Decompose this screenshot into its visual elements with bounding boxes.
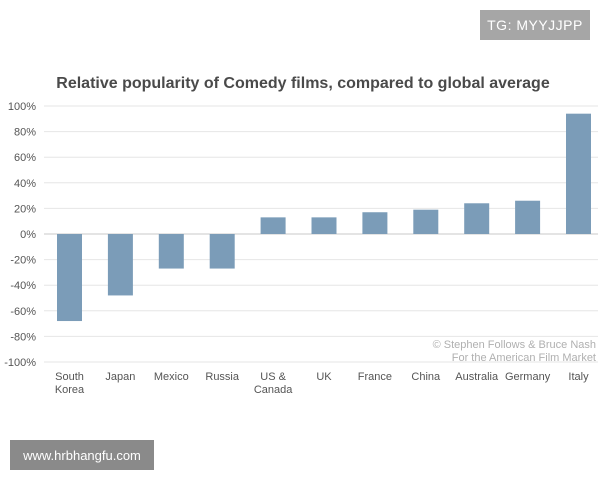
x-tick-label: Russia: [205, 371, 240, 383]
credit-line-1: © Stephen Follows & Bruce Nash: [433, 339, 596, 351]
bar: [260, 217, 286, 234]
x-tick-label: Germany: [505, 371, 551, 383]
x-tick-label: Mexico: [154, 371, 189, 383]
x-axis-ticks: South Korea Japan Mexico Russia US & Canada UK F…: [55, 371, 589, 396]
y-tick-label: 60%: [14, 152, 36, 164]
bottom-watermark: www.hrbhangfu.com: [10, 440, 154, 470]
x-tick-label: Italy: [568, 371, 589, 383]
bars: [57, 113, 591, 322]
y-tick-label: -40%: [10, 280, 36, 292]
y-tick-label: 100%: [8, 101, 36, 113]
bar: [413, 209, 439, 234]
bar: [107, 234, 133, 296]
x-tick-label: France: [358, 371, 392, 383]
bar: [158, 234, 184, 269]
top-watermark: TG: MYYJJPP: [480, 10, 590, 40]
x-tick-label: South Korea: [55, 371, 85, 396]
bar: [566, 113, 591, 234]
y-tick-label: 20%: [14, 203, 36, 215]
x-tick-label: Japan: [105, 371, 135, 383]
y-tick-label: -100%: [4, 357, 36, 369]
credit-line-2: For the American Film Market: [452, 352, 596, 364]
chart-title: Relative popularity of Comedy films, com…: [56, 75, 550, 92]
x-tick-label: China: [411, 371, 441, 383]
bar: [209, 234, 235, 269]
bar: [515, 200, 541, 234]
y-tick-label: -80%: [10, 331, 36, 343]
y-tick-label: -20%: [10, 255, 36, 267]
x-tick-label: UK: [316, 371, 332, 383]
y-axis-ticks: 100% 80% 60% 40% 20% 0% -20% -40% -60% -80% -100%: [4, 101, 36, 369]
y-tick-label: 40%: [14, 178, 36, 190]
bar: [57, 234, 82, 322]
y-tick-label: 80%: [14, 127, 36, 139]
bar: [311, 217, 337, 234]
bar: [362, 212, 388, 234]
x-tick-label: Australia: [455, 371, 499, 383]
y-tick-label: -60%: [10, 306, 36, 318]
y-tick-label: 0%: [20, 229, 36, 241]
x-tick-label: US & Canada: [254, 371, 293, 396]
bar: [464, 203, 490, 234]
